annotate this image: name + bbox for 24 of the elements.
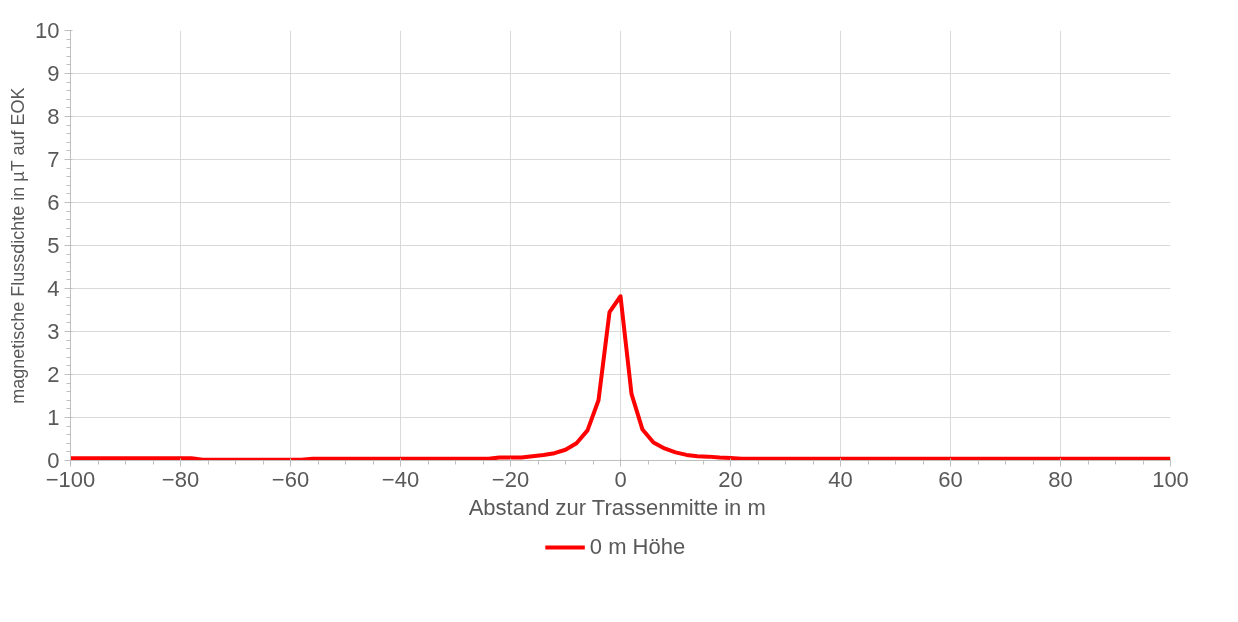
y-tick-label: 10 [35, 18, 60, 43]
x-tick-label: 60 [938, 466, 963, 492]
y-tick-label: 6 [47, 190, 60, 215]
x-tick-label: −80 [161, 466, 200, 492]
y-tick-label: 9 [47, 61, 60, 86]
x-axis-title: Abstand zur Trassenmitte in m [468, 494, 766, 520]
x-tick-label: −60 [271, 466, 310, 492]
y-axis-title: magnetische Flussdichte in µT auf EOK [7, 87, 28, 404]
y-tick-label: 4 [47, 276, 60, 301]
x-tick-label: 100 [1152, 466, 1189, 492]
y-tick-label: 5 [47, 233, 60, 258]
y-tick-label: 7 [47, 147, 60, 172]
x-tick-label: 80 [1048, 466, 1073, 492]
x-tick-label: 20 [718, 466, 743, 492]
x-tick-label: −40 [381, 466, 420, 492]
x-tick-label: 0 [614, 466, 627, 492]
y-tick-label: 8 [47, 104, 60, 129]
y-tick-label: 3 [47, 319, 60, 344]
y-tick-label: 2 [47, 362, 60, 387]
x-tick-label: 40 [828, 466, 853, 492]
x-tick-label: −20 [491, 466, 530, 492]
y-tick-label: 1 [47, 405, 60, 430]
legend-label: 0 m Höhe [589, 534, 686, 560]
y-tick-label: 0 [47, 448, 60, 473]
